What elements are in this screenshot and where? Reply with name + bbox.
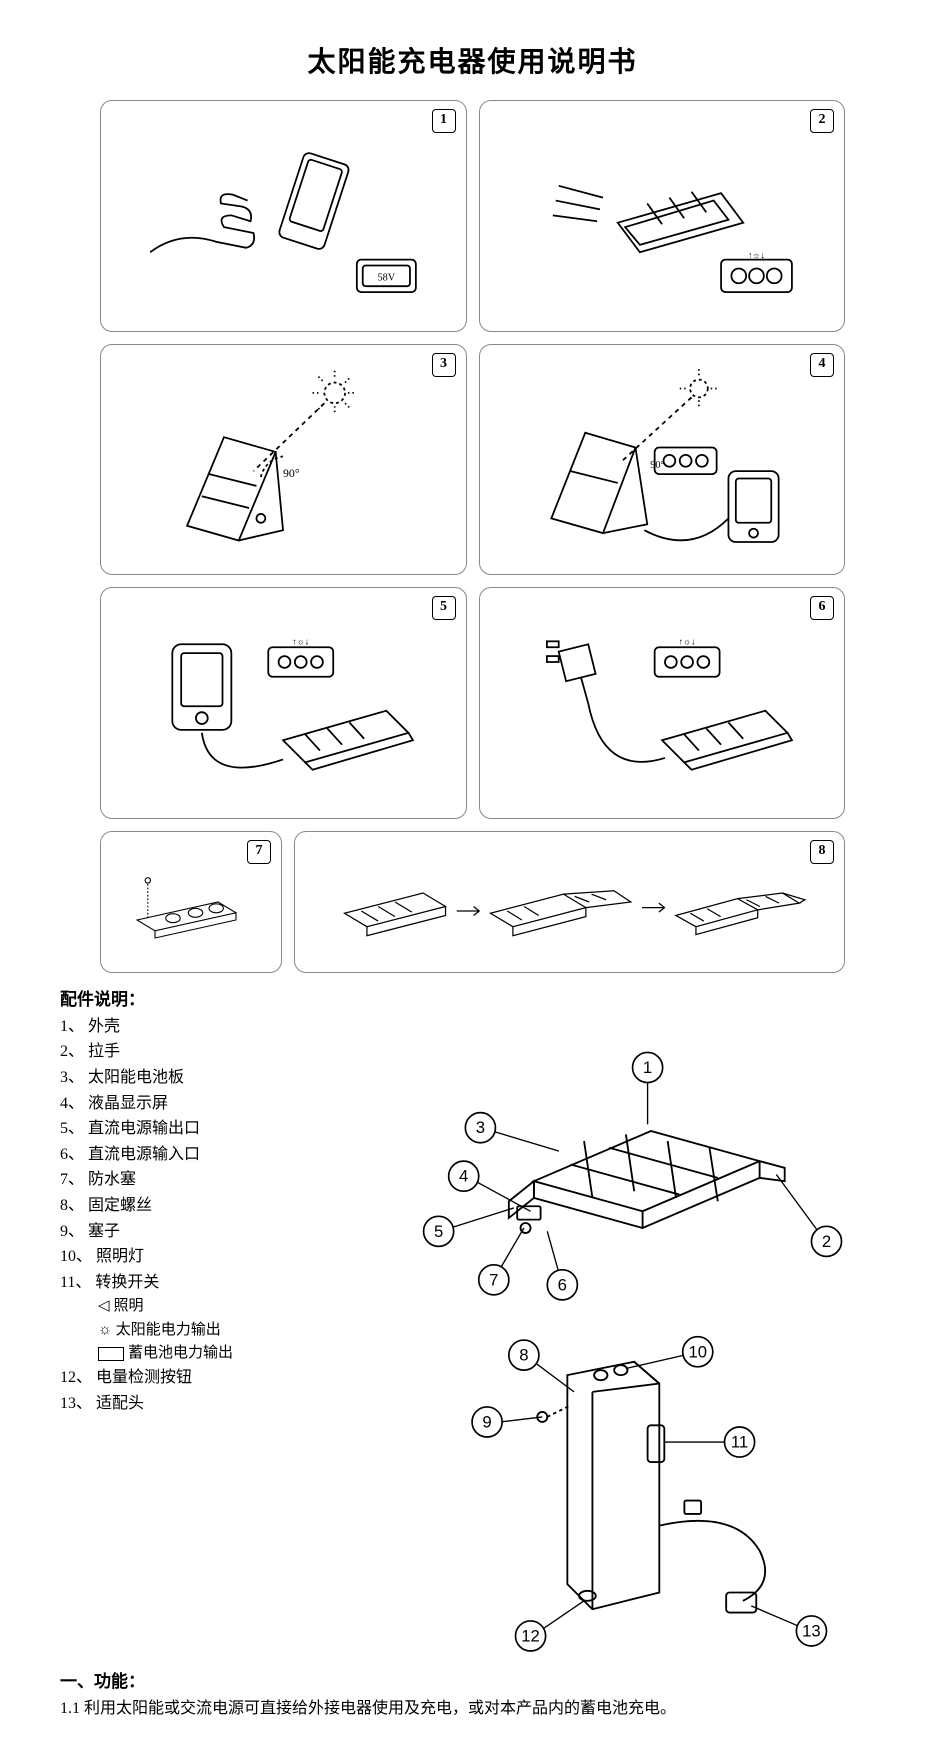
svg-text:4: 4 bbox=[459, 1167, 468, 1186]
part-item: 8、 固定螺丝 bbox=[60, 1193, 320, 1219]
parts-header: 配件说明： bbox=[60, 985, 885, 1010]
diagram-2-svg: ↑☼↓ bbox=[498, 112, 826, 319]
svg-text:5: 5 bbox=[434, 1222, 443, 1241]
diagram-6: 6 ↑☼↓ bbox=[479, 587, 846, 819]
svg-text:13: 13 bbox=[802, 1621, 821, 1640]
diagram-number: 2 bbox=[810, 109, 834, 133]
light-icon: ◁ bbox=[98, 1295, 110, 1318]
diagram-8: 8 bbox=[294, 831, 845, 973]
component-diagram-bottom: 8 9 10 11 12 13 bbox=[350, 1325, 885, 1659]
diagram-8-svg bbox=[322, 839, 816, 965]
svg-text:58V: 58V bbox=[378, 273, 396, 284]
svg-text:6: 6 bbox=[558, 1275, 567, 1294]
svg-text:10: 10 bbox=[688, 1342, 707, 1361]
diagram-number: 6 bbox=[810, 596, 834, 620]
diagram-5: 5 ↑☼↓ bbox=[100, 587, 467, 819]
diagram-number: 5 bbox=[432, 596, 456, 620]
page-title: 太阳能充电器使用说明书 bbox=[60, 40, 885, 80]
diagram-row-2: 3 90° 4 bbox=[60, 344, 885, 576]
switch-mode: ☼太阳能电力输出 bbox=[60, 1319, 320, 1342]
diagram-4: 4 90° bbox=[479, 344, 846, 576]
diagram-1-svg: 58V bbox=[119, 112, 447, 319]
svg-text:90°: 90° bbox=[283, 466, 300, 480]
svg-text:1: 1 bbox=[643, 1058, 652, 1077]
diagram-row-3: 5 ↑☼↓ 6 bbox=[60, 587, 885, 819]
svg-text:↑☼↓: ↑☼↓ bbox=[748, 251, 765, 261]
svg-text:2: 2 bbox=[822, 1232, 831, 1251]
battery-icon bbox=[98, 1347, 124, 1361]
function-item: 1.1 利用太阳能或交流电源可直接给外接电器使用及充电，或对本产品内的蓄电池充电… bbox=[60, 1696, 885, 1722]
part-item: 1、 外壳 bbox=[60, 1014, 320, 1040]
svg-text:3: 3 bbox=[476, 1118, 485, 1137]
svg-text:12: 12 bbox=[521, 1626, 540, 1645]
part-item: 4、 液晶显示屏 bbox=[60, 1091, 320, 1117]
svg-text:90°: 90° bbox=[650, 460, 664, 471]
switch-mode: 蓄电池电力输出 bbox=[60, 1342, 320, 1365]
component-diagram-top: 1 2 3 4 5 6 7 bbox=[350, 1014, 885, 1315]
diagram-number: 1 bbox=[432, 109, 456, 133]
function-header: 一、功能： bbox=[60, 1667, 885, 1692]
diagram-3: 3 90° bbox=[100, 344, 467, 576]
diagram-number: 7 bbox=[247, 840, 271, 864]
sun-icon: ☼ bbox=[98, 1319, 112, 1342]
svg-text:8: 8 bbox=[519, 1345, 528, 1364]
part-item: 9、 塞子 bbox=[60, 1219, 320, 1245]
diagram-5-svg: ↑☼↓ bbox=[119, 600, 447, 807]
part-item: 11、 转换开关 bbox=[60, 1270, 320, 1296]
diagram-4-svg: 90° bbox=[498, 356, 826, 563]
diagram-row-1: 1 58V 2 bbox=[60, 100, 885, 332]
diagram-7: 7 bbox=[100, 831, 282, 973]
part-item: 2、 拉手 bbox=[60, 1039, 320, 1065]
diagram-2: 2 ↑☼↓ bbox=[479, 100, 846, 332]
part-item: 12、 电量检测按钮 bbox=[60, 1365, 320, 1391]
svg-text:7: 7 bbox=[489, 1270, 498, 1289]
part-item: 10、 照明灯 bbox=[60, 1244, 320, 1270]
svg-text:↑☼↓: ↑☼↓ bbox=[292, 636, 309, 646]
part-item: 6、 直流电源输入口 bbox=[60, 1142, 320, 1168]
part-item: 7、 防水塞 bbox=[60, 1167, 320, 1193]
diagram-number: 3 bbox=[432, 353, 456, 377]
diagram-3-svg: 90° bbox=[119, 356, 447, 563]
part-item: 3、 太阳能电池板 bbox=[60, 1065, 320, 1091]
part-item: 13、 适配头 bbox=[60, 1391, 320, 1417]
diagram-row-4: 7 8 bbox=[60, 831, 885, 973]
diagram-1: 1 58V bbox=[100, 100, 467, 332]
diagram-6-svg: ↑☼↓ bbox=[498, 600, 826, 807]
diagram-number: 8 bbox=[810, 840, 834, 864]
svg-text:9: 9 bbox=[482, 1412, 491, 1431]
svg-text:11: 11 bbox=[731, 1432, 748, 1451]
diagram-number: 4 bbox=[810, 353, 834, 377]
svg-text:↑☼↓: ↑☼↓ bbox=[678, 636, 695, 646]
part-item: 5、 直流电源输出口 bbox=[60, 1116, 320, 1142]
switch-mode: ◁照明 bbox=[60, 1295, 320, 1318]
